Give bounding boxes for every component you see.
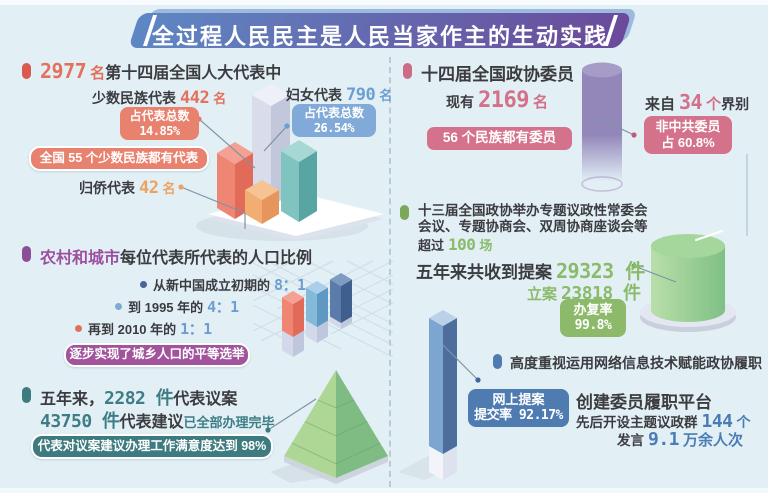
section-bullet-proposals [400,205,409,220]
section-bullet-ratio [22,246,31,262]
platform-title: 创建委员履职平台 [576,393,712,412]
npc-count: 2977 [40,59,87,83]
proposals-received-line: 五年来共收到提案 29323 件 [416,259,645,283]
ethnic-members-badge: 56 个民族都有委员 [427,127,572,150]
dot-icon [115,303,122,310]
satisfaction-badge: 代表对议案建议办理工作满意度达到 98% [31,434,273,459]
dot-icon [140,281,147,288]
cppcc-sectors-line: 来自 34 个界别 [645,90,750,114]
online-proposal-badge: 网上提案 提交率 92.17% [468,389,569,427]
bar-women-deputies [281,140,317,222]
column-divider [389,57,391,487]
proposals-filed-line: 立案 23818 件 [527,283,641,304]
pyramid-left-face [284,370,336,478]
section-bullet-cppcc [403,63,412,79]
ratio-item-1995: 到 1995 年的 4：1 [115,296,239,317]
proposal-cylinder [640,230,736,332]
noncpc-badge: 非中共委员 占 60.8% [644,116,732,154]
ratio-bar-1995 [306,281,328,327]
overseas-line: 归侨代表 42 名 [79,178,176,198]
equal-election-badge: 逐步实现了城乡人口的平等选举 [64,343,250,367]
bar-overseas-deputies [245,180,279,224]
digital-heading: 高度重视运用网络信息技术赋能政协履职 [510,355,762,371]
right-edge-line [746,154,748,236]
section-bullet-npc [22,63,31,79]
motions-line2: 43750 件代表建议已全部办理完毕 [40,411,275,432]
ratio-heading: 农村和城市每位代表所代表的人口比例 [40,250,313,267]
cppcc-heading: 十四届全国政协委员 [421,65,574,84]
pyramid-tiers [291,399,381,465]
ratio-3d-bar-chart [252,260,394,358]
proposals-over-line: 超过 100 场 [418,235,493,254]
all-minority-badge: 全国 55 个少数民族都有代表 [29,146,209,171]
women-line: 妇女代表 790 名 [286,85,393,105]
reply-rate-badge: 办复率 99.8% [560,299,626,337]
motions-line1: 五年来，2282 件代表议案 [40,388,238,409]
cylinder-highlight [695,230,723,241]
pyramid-decoration [270,370,388,484]
cppcc-current-line: 现有 2169 名 [446,88,548,113]
women-pct-badge: 占代表总数 26.54% [292,104,376,137]
ratio-bar-2010 [330,273,352,323]
groups-line: 先后开设主题议政群 144 个 [576,411,751,432]
minority-line: 少数民族代表 442 名 [92,88,227,108]
ratio-bar-early [282,291,304,337]
pyramid-right-face [336,370,388,478]
minority-pct-badge: 占代表总数 14.85% [120,107,199,140]
dot-icon [75,325,82,332]
proposals-heading: 十三届全国政协举办专题议政性常委会 会议、专题协商会、双周协商座谈会等 [418,203,648,234]
npc-heading: 2977 名第十四届全国人大代表中 [40,59,282,83]
section-bullet-motions [22,387,31,403]
npc-3d-bar-chart [196,84,384,241]
ratio-item-2010: 再到 2010 年的 1：1 [75,318,212,339]
ratio-item-early: 从新中国成立初期的 8：1 [140,274,306,295]
column-base [429,446,457,480]
column-body [429,310,457,454]
page-title: 全过程人民民主是人民当家作主的生动实践 [151,24,608,49]
online-proposal-column [398,310,458,480]
speeches-line: 发言 9.1 万余人次 [617,429,744,450]
section-bullet-digital [493,354,502,369]
